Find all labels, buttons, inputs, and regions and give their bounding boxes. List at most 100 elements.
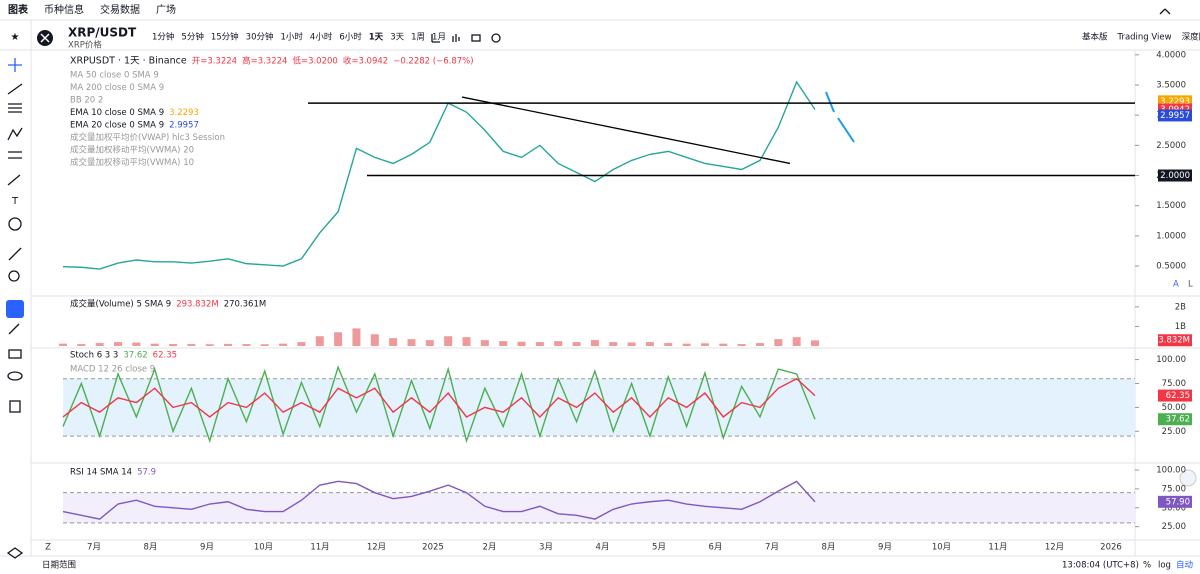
line-tool[interactable] [7,83,23,95]
legend-text: EMA 10 close 0 SMA 9 [70,108,164,118]
zoom-label[interactable]: Z [45,543,51,553]
volume-bar [187,344,196,346]
band-fill [63,378,1135,437]
snapshot-icon[interactable] [471,34,481,42]
x-tick-label: 11月 [988,543,1007,553]
pattern-tool[interactable] [7,127,23,141]
legend-text: XRPUSDT · 1天 · Binance [70,56,187,67]
crosshair-tool[interactable] [8,58,22,72]
band-fill [63,492,1135,523]
volume-bar [132,342,141,346]
legend-text: 成交量(Volume) 5 SMA 9 [70,299,171,310]
volume-bar [700,343,709,346]
symbol-subtitle: XRP价格 [68,40,102,51]
price-tag [1158,334,1192,347]
legend-text: 62.35 [153,351,177,361]
price-tag-label: 57.90 [1166,497,1190,507]
interval-button[interactable]: 3天 [390,33,404,43]
lock-tool[interactable] [8,349,22,359]
nav-tab[interactable]: 交易数据 [100,3,140,16]
interval-button[interactable]: 5分钟 [181,32,203,43]
view-mode[interactable]: Trading View [1117,33,1172,43]
x-tick-label: 3月 [539,543,553,553]
favorite-icon[interactable]: ★ [11,32,20,43]
auto-toggle[interactable]: 自动 [1176,560,1194,571]
measure-tool[interactable] [8,151,22,159]
interval-button[interactable]: 1周 [411,33,425,43]
interval-button[interactable]: 1小时 [281,32,304,43]
volume-bar [737,344,746,346]
assistant-icon[interactable] [1179,469,1197,487]
y-tick-label: 75.00 [1162,484,1186,494]
visibility-tool[interactable] [7,371,23,381]
lock-draw-tool[interactable] [8,323,20,335]
y-tick-label: 100.00 [1156,466,1186,476]
layers-tool[interactable] [6,547,24,559]
log-toggle[interactable]: log [1158,561,1171,571]
emoji-tool[interactable] [8,217,22,231]
x-tick-label: 9月 [878,543,892,553]
chart-type-icon[interactable] [452,34,460,42]
ruler-tool[interactable] [8,247,22,261]
y-tick-label: 3.5000 [1156,80,1186,90]
x-tick-label: 6月 [709,543,723,553]
price-tag [1158,389,1192,402]
interval-button[interactable]: 1月 [432,33,446,43]
volume-bar [315,336,324,346]
fib-tool[interactable] [8,103,22,113]
interval-button[interactable]: 1天 [369,33,384,43]
x-tick-label: 2026 [1100,543,1122,553]
nav-tab[interactable]: 图表 [8,3,29,16]
delete-tool[interactable] [9,400,21,413]
legend-text: MACD 12 26 close 9 [70,365,155,375]
x-tick-label: 10月 [254,543,273,553]
indicator-icon[interactable] [431,34,440,43]
x-tick-label: 7月 [765,543,779,553]
interval-button[interactable]: 15分钟 [211,32,239,43]
fullscreen-icon[interactable] [1159,8,1171,15]
volume-bar [755,343,764,346]
interval-button[interactable]: 1分钟 [152,32,174,43]
brush-tool[interactable] [7,174,21,186]
nav-tab[interactable]: 广场 [156,3,176,16]
legend-text: 37.62 [123,351,147,361]
x-tick-label: 2月 [483,543,497,553]
interval-button[interactable]: 6小时 [339,32,362,43]
volume-bar [389,338,398,346]
y-tick-label: 0.5000 [1156,262,1186,272]
volume-bar [462,337,471,346]
price-tag-label: 293.832M [1148,336,1190,346]
volume-bar [95,343,104,346]
series-line [62,377,816,418]
x-tick-label: 12月 [1045,543,1064,553]
magnet-tool[interactable] [6,300,24,318]
add-icon[interactable] [491,33,501,43]
volume-bar [664,343,673,346]
y-tick-label: 1.5000 [1156,201,1186,211]
x-tick-label: 8月 [822,543,836,553]
x-tick-label: 11月 [310,543,329,553]
volume-bar [205,344,214,346]
volume-bar [297,342,306,346]
price-tag [1158,413,1192,426]
volume-bar [260,344,269,346]
legend-text: −0.2282 (−6.87%) [393,57,473,67]
date-range[interactable]: 日期范围 [42,560,76,571]
y-tick-label: 4.0000 [1156,50,1186,60]
legend-text: 高=3.3224 [242,56,287,67]
x-tick-label: 7月 [87,543,101,553]
x-tick-label: 12月 [367,543,386,553]
view-mode[interactable]: 基本版 [1082,32,1108,43]
volume-bar [480,340,489,346]
interval-button[interactable]: 4小时 [310,32,333,43]
zoom-tool[interactable] [8,270,20,282]
nav-tab[interactable]: 币种信息 [44,3,84,16]
scale-button[interactable]: A [1173,280,1179,290]
volume-bar [150,343,159,346]
interval-button[interactable]: 30分钟 [246,32,274,43]
text-tool[interactable]: T [11,196,19,207]
view-mode[interactable]: 深度图 [1182,32,1200,43]
percent-toggle[interactable]: % [1143,561,1151,571]
legend-text: 2.9957 [169,121,199,131]
scale-button[interactable]: L [1188,280,1193,290]
